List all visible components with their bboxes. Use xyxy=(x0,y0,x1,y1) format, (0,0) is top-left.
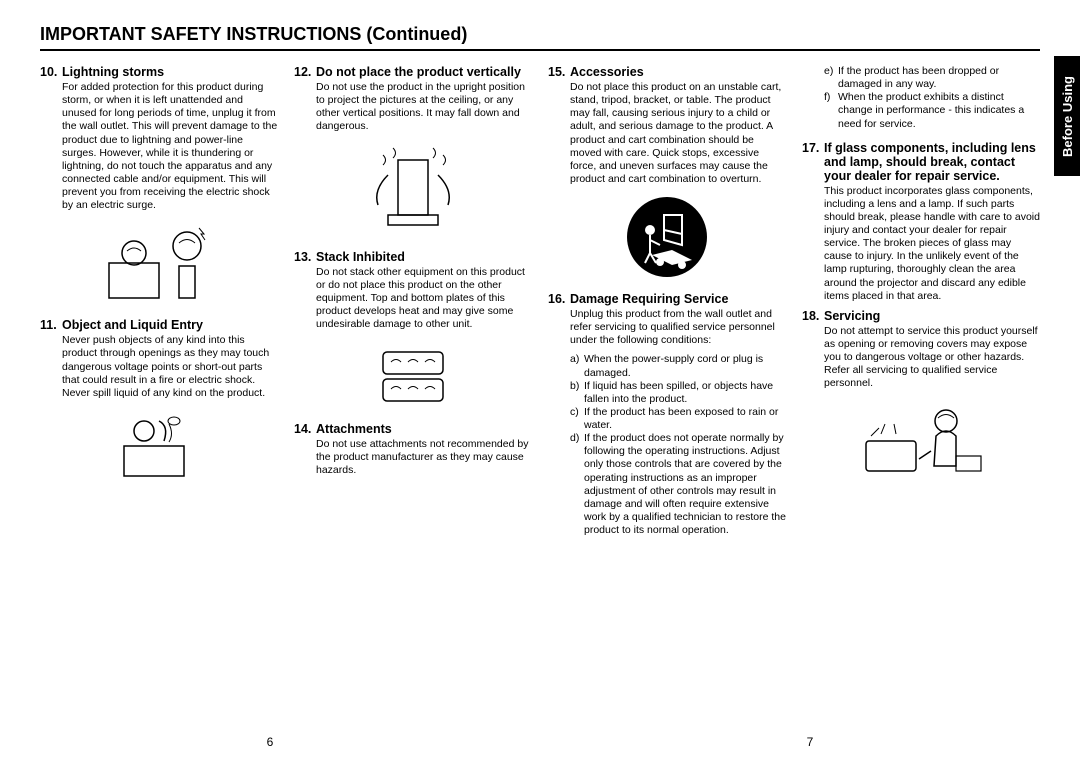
conditions-16: a)When the power-supply cord or plug is … xyxy=(570,353,786,537)
page-number-right: 7 xyxy=(540,735,1080,749)
list-item: d)If the product does not operate normal… xyxy=(570,432,786,537)
list-item: a)When the power-supply cord or plug is … xyxy=(570,353,786,379)
body-11: Never push objects of any kind into this… xyxy=(62,334,278,400)
column-1: 10. Lightning storms For added protectio… xyxy=(40,61,278,537)
heading-18: 18. Servicing xyxy=(802,309,1040,323)
page-numbers: 6 7 xyxy=(0,735,1080,749)
heading-text: Lightning storms xyxy=(62,65,164,79)
heading-text: Servicing xyxy=(824,309,880,323)
illustration-cart xyxy=(622,192,712,282)
list-item: e)If the product has been dropped or dam… xyxy=(824,65,1040,91)
heading-12: 12. Do not place the product vertically xyxy=(294,65,532,79)
content-columns: 10. Lightning storms For added protectio… xyxy=(40,61,1040,537)
heading-11: 11. Object and Liquid Entry xyxy=(40,318,278,332)
heading-15: 15. Accessories xyxy=(548,65,786,79)
heading-number: 10. xyxy=(40,65,62,79)
heading-number: 12. xyxy=(294,65,316,79)
header-rule xyxy=(40,49,1040,51)
illustration-stack xyxy=(363,337,463,412)
conditions-16-cont: e)If the product has been dropped or dam… xyxy=(824,65,1040,131)
illustration-liquid xyxy=(104,406,214,486)
body-14: Do not use attachments not recommended b… xyxy=(316,438,532,477)
heading-17: 17. If glass components, including lens … xyxy=(802,141,1040,183)
body-13: Do not stack other equipment on this pro… xyxy=(316,266,532,332)
list-item: c)If the product has been exposed to rai… xyxy=(570,406,786,432)
body-17: This product incorporates glass componen… xyxy=(824,185,1040,303)
heading-10: 10. Lightning storms xyxy=(40,65,278,79)
body-12: Do not use the product in the upright po… xyxy=(316,81,532,134)
heading-number: 13. xyxy=(294,250,316,264)
heading-16: 16. Damage Requiring Service xyxy=(548,292,786,306)
heading-text: Do not place the product vertically xyxy=(316,65,521,79)
illustration-vertical xyxy=(353,140,473,240)
heading-number: 17. xyxy=(802,141,824,183)
heading-text: Stack Inhibited xyxy=(316,250,405,264)
heading-number: 16. xyxy=(548,292,570,306)
heading-14: 14. Attachments xyxy=(294,422,532,436)
heading-number: 15. xyxy=(548,65,570,79)
page-title: IMPORTANT SAFETY INSTRUCTIONS (Continued… xyxy=(40,24,1040,45)
section-tab: Before Using xyxy=(1054,56,1080,176)
body-18: Do not attempt to service this product y… xyxy=(824,325,1040,391)
illustration-lightning xyxy=(99,218,219,308)
body-16-intro: Unplug this product from the wall outlet… xyxy=(570,308,786,347)
column-2: 12. Do not place the product vertically … xyxy=(294,61,532,537)
heading-text: Object and Liquid Entry xyxy=(62,318,203,332)
list-item: b)If liquid has been spilled, or objects… xyxy=(570,380,786,406)
body-10: For added protection for this product du… xyxy=(62,81,278,212)
heading-number: 11. xyxy=(40,318,62,332)
section-tab-label: Before Using xyxy=(1060,76,1075,157)
body-15: Do not place this product on an unstable… xyxy=(570,81,786,186)
heading-number: 14. xyxy=(294,422,316,436)
illustration-servicing xyxy=(856,396,986,486)
heading-number: 18. xyxy=(802,309,824,323)
heading-text: Damage Requiring Service xyxy=(570,292,728,306)
page-number-left: 6 xyxy=(0,735,540,749)
heading-text: Attachments xyxy=(316,422,392,436)
column-3: 15. Accessories Do not place this produc… xyxy=(548,61,786,537)
heading-text: If glass components, including lens and … xyxy=(824,141,1040,183)
heading-13: 13. Stack Inhibited xyxy=(294,250,532,264)
heading-text: Accessories xyxy=(570,65,644,79)
column-4: e)If the product has been dropped or dam… xyxy=(802,61,1040,537)
list-item: f)When the product exhibits a distinct c… xyxy=(824,91,1040,130)
